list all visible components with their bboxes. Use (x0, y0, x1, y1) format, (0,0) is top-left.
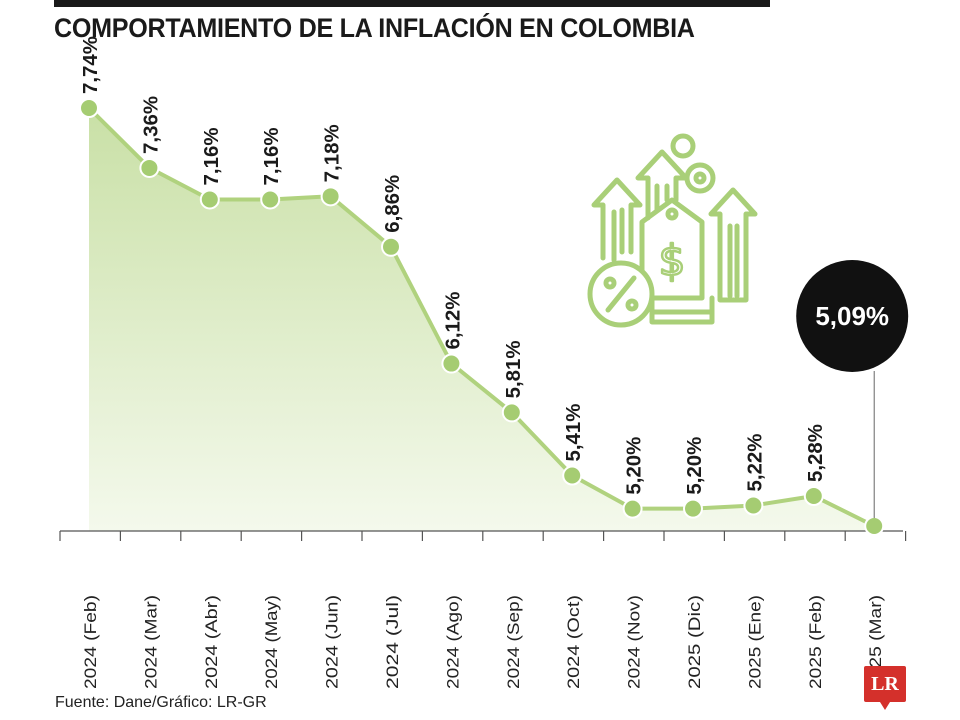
data-point (743, 495, 764, 516)
data-point (683, 498, 703, 519)
data-point (622, 498, 643, 519)
data-point (199, 189, 220, 210)
source-note: Fuente: Dane/Gráfico: LR-GR (55, 694, 267, 711)
data-label: 6,12% (442, 291, 464, 349)
data-label: 7,18% (322, 124, 344, 182)
data-point (260, 189, 281, 210)
finance-inflation-icon: $ (587, 133, 758, 328)
x-tick-label: 2025 (Feb) (806, 595, 825, 689)
lr-logo: LR (864, 666, 906, 710)
x-tick-label: 2024 (Abr) (202, 595, 221, 689)
top-rule (54, 0, 770, 7)
data-point (441, 353, 462, 374)
data-label: 7,36% (140, 96, 162, 154)
x-tick-label: 2024 (Ago) (443, 595, 462, 689)
data-label: 7,16% (261, 127, 283, 185)
x-tick-label: 2024 (Nov) (625, 595, 644, 689)
data-point (381, 236, 401, 257)
data-label: 5,41% (563, 403, 585, 461)
data-point (79, 98, 99, 118)
x-tick-label: 2024 (Sep) (504, 595, 523, 689)
chart-area-fill (89, 108, 875, 531)
data-label: 6,86% (382, 175, 404, 233)
callout-value: 5,09% (815, 301, 889, 331)
svg-text:$: $ (659, 236, 686, 285)
data-label: 7,16% (201, 127, 223, 185)
data-label: 5,81% (503, 340, 525, 398)
data-point (501, 402, 522, 423)
x-tick-label: 2024 (Oct) (564, 595, 583, 689)
data-point (562, 465, 583, 486)
x-tick-label: 2024 (Feb) (81, 595, 100, 689)
data-label: 5,20% (624, 436, 646, 494)
x-tick-label: 2024 (Mar) (141, 595, 160, 689)
data-label: 5,20% (684, 436, 706, 494)
data-point (139, 157, 160, 178)
data-label: 5,28% (805, 424, 827, 482)
x-tick-label: 2024 (Jul) (383, 595, 402, 689)
x-tick-label: 2025 (Dic) (685, 595, 704, 689)
x-tick-label: 2024 (May) (262, 595, 281, 689)
series-line (87, 106, 876, 528)
x-tick-label: 2024 (Jun) (323, 595, 342, 689)
data-label: 7,74% (80, 36, 102, 94)
data-point (320, 186, 341, 207)
x-tick-label: 2025 (Ene) (745, 595, 764, 689)
chart-title: COMPORTAMIENTO DE LA INFLACIÓN EN COLOMB… (54, 13, 695, 43)
data-point (864, 516, 885, 536)
x-tick-label: 2025 (Mar) (866, 595, 885, 689)
data-point (803, 486, 824, 507)
callout-bubble (796, 260, 909, 372)
data-label: 5,22% (744, 433, 766, 491)
